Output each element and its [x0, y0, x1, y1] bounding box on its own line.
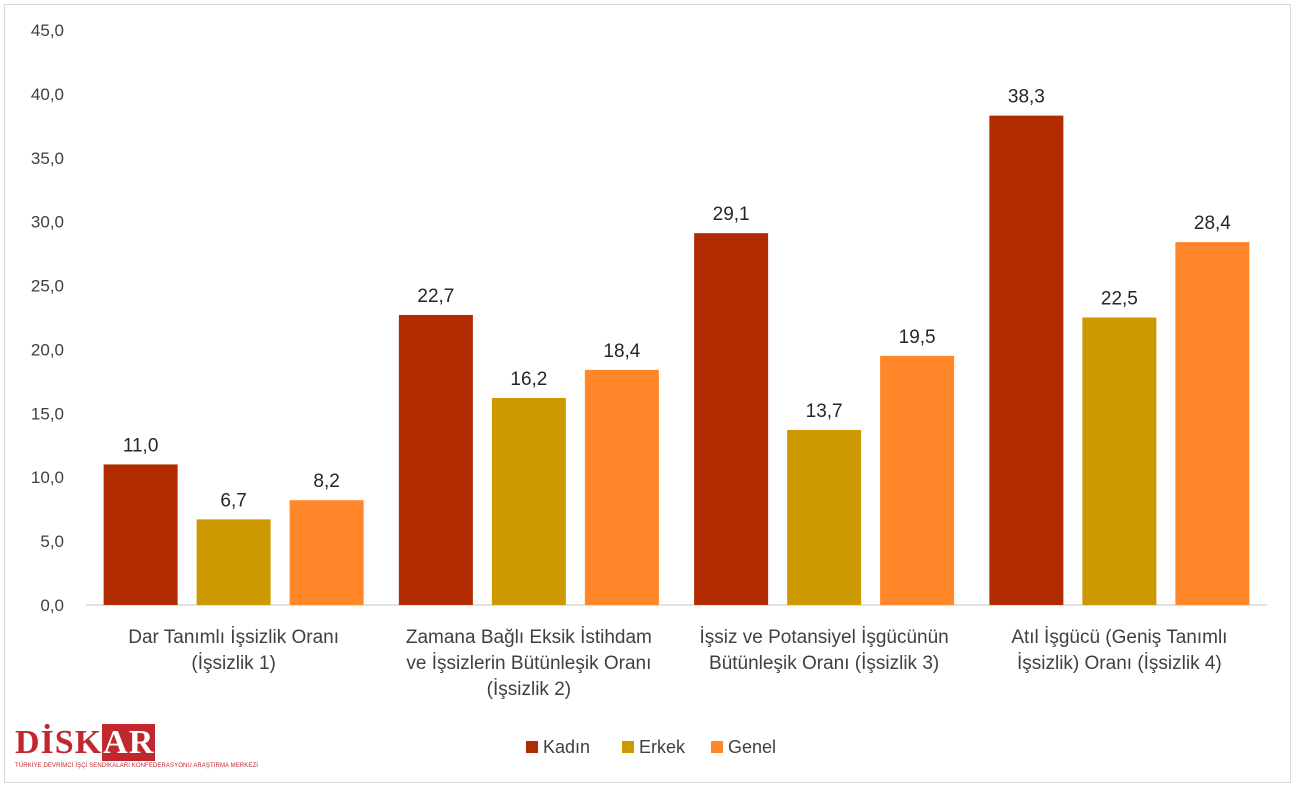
category-label: (İşsizlik 2) — [487, 679, 571, 700]
data-label: 16,2 — [510, 369, 547, 390]
legend-label: Genel — [728, 737, 776, 757]
data-label: 13,7 — [806, 401, 843, 422]
data-label: 8,2 — [313, 471, 339, 492]
y-tick-label: 5,0 — [40, 532, 64, 551]
bar-kadın — [694, 233, 769, 605]
bar-genel — [584, 369, 659, 605]
bar-erkek — [196, 519, 271, 605]
category-label: Dar Tanımlı İşsizlik Oranı — [128, 627, 339, 648]
y-tick-label: 40,0 — [31, 85, 64, 104]
data-label: 18,4 — [603, 341, 640, 362]
diskar-logo: DİSKAR — [15, 724, 156, 761]
bar-kadın — [398, 314, 473, 605]
legend-label: Erkek — [639, 737, 686, 757]
bar-kadın — [103, 464, 178, 605]
y-tick-label: 20,0 — [31, 340, 64, 359]
category-label: Zamana Bağlı Eksik İstihdam — [406, 627, 652, 648]
legend-swatch — [711, 741, 723, 753]
y-tick-label: 15,0 — [31, 404, 64, 423]
legend-label: Kadın — [543, 737, 590, 757]
bar-erkek — [787, 429, 862, 605]
data-label: 22,5 — [1101, 289, 1138, 310]
data-label: 6,7 — [220, 490, 246, 511]
legend-swatch — [622, 741, 634, 753]
bar-erkek — [491, 398, 566, 605]
category-label: Bütünleşik Oranı (İşsizlik 3) — [709, 653, 939, 674]
data-label: 38,3 — [1008, 87, 1045, 108]
data-label: 11,0 — [123, 435, 159, 456]
data-label: 29,1 — [713, 204, 750, 225]
category-label: İşsizlik) Oranı (İşsizlik 4) — [1017, 653, 1222, 674]
y-tick-label: 45,0 — [31, 21, 64, 40]
y-tick-label: 0,0 — [40, 596, 64, 615]
bar-genel — [1175, 242, 1250, 605]
y-tick-label: 25,0 — [31, 277, 64, 296]
logo-highlight-text: AR — [102, 724, 156, 761]
data-label: 28,4 — [1194, 213, 1231, 234]
category-label: (İşsizlik 1) — [191, 653, 275, 674]
bar-genel — [289, 500, 364, 605]
bar-kadın — [989, 115, 1064, 605]
y-tick-label: 30,0 — [31, 213, 64, 232]
bar-erkek — [1082, 317, 1157, 605]
logo-subtitle: TÜRKİYE DEVRİMCİ İŞÇİ SENDİKALARI KONFED… — [15, 763, 258, 769]
logo-main-text: DİSK — [15, 724, 103, 761]
y-tick-label: 35,0 — [31, 149, 64, 168]
data-label: 19,5 — [899, 327, 936, 348]
category-label: İşsiz ve Potansiyel İşgücünün — [700, 627, 949, 648]
category-label: Atıl İşgücü (Geniş Tanımlı — [1011, 627, 1227, 648]
bar-genel — [880, 355, 955, 605]
legend-swatch — [526, 741, 538, 753]
y-tick-label: 10,0 — [31, 468, 64, 487]
category-label: ve İşsizlerin Bütünleşik Oranı — [406, 653, 651, 674]
data-label: 22,7 — [417, 286, 454, 307]
